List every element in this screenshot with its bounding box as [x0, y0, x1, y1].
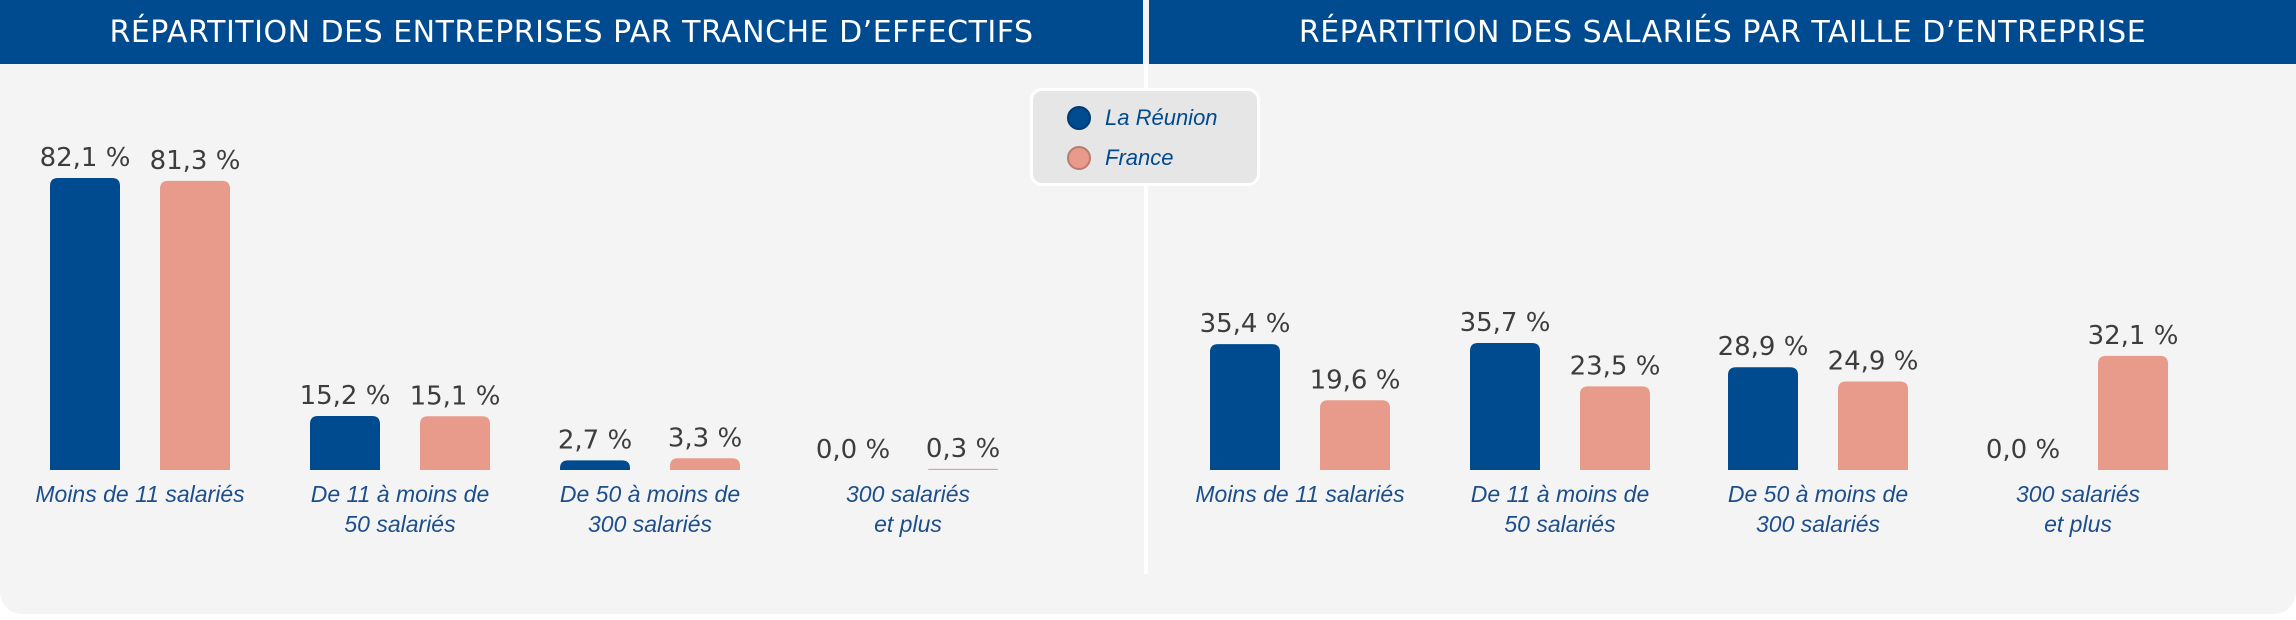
bar-1-1-1 — [1580, 386, 1650, 470]
value-label-0-3-1: 0,3 % — [926, 434, 1000, 464]
bar-1-2-0 — [1728, 367, 1798, 470]
category-label-0-2-1: 300 salariés — [588, 511, 713, 537]
bar-0-2-1 — [670, 458, 740, 470]
bar-1-1-0 — [1470, 343, 1540, 470]
category-label-1-3-1: et plus — [2044, 511, 2112, 537]
value-label-0-2-0: 2,7 % — [558, 425, 632, 455]
category-label-0-1-0: De 11 à moins de — [311, 481, 490, 507]
category-label-1-3-0: 300 salariés — [2016, 481, 2141, 507]
category-label-0-1-1: 50 salariés — [344, 511, 456, 537]
value-label-1-2-0: 28,9 % — [1718, 332, 1809, 362]
bar-1-3-1 — [2098, 355, 2168, 470]
category-label-1-1-0: De 11 à moins de — [1471, 481, 1650, 507]
category-label-1-0-0: Moins de 11 salariés — [1195, 481, 1405, 507]
value-label-0-0-1: 81,3 % — [150, 146, 241, 176]
value-label-0-1-0: 15,2 % — [300, 381, 391, 411]
value-label-0-0-0: 82,1 % — [40, 143, 131, 173]
category-label-1-2-0: De 50 à moins de — [1728, 481, 1908, 507]
value-label-1-3-1: 32,1 % — [2088, 321, 2179, 351]
legend-label-france: France — [1105, 145, 1174, 170]
value-label-0-1-1: 15,1 % — [410, 381, 501, 411]
value-label-1-1-1: 23,5 % — [1570, 351, 1661, 381]
legend: La Réunion France — [1030, 88, 1260, 186]
bar-0-2-0 — [560, 460, 630, 470]
category-label-1-1-1: 50 salariés — [1504, 511, 1616, 537]
bar-1-0-1 — [1320, 400, 1390, 470]
category-label-0-2-0: De 50 à moins de — [560, 481, 740, 507]
panel-divider — [1144, 64, 1148, 574]
right-chart-title: RÉPARTITION DES SALARIÉS PAR TAILLE D’EN… — [1149, 0, 2296, 64]
bar-0-1-0 — [310, 415, 380, 470]
value-label-0-2-1: 3,3 % — [668, 423, 742, 453]
legend-swatch-reunion — [1067, 106, 1091, 130]
bar-0-3-1 — [928, 468, 998, 470]
bar-0-1-1 — [420, 416, 490, 470]
category-label-0-3-1: et plus — [874, 511, 942, 537]
bar-0-0-0 — [50, 178, 120, 470]
category-label-0-0-0: Moins de 11 salariés — [35, 481, 245, 507]
legend-item-reunion: La Réunion — [1067, 105, 1218, 131]
bar-0-0-1 — [160, 180, 230, 470]
legend-label-reunion: La Réunion — [1105, 105, 1218, 130]
category-label-1-2-1: 300 salariés — [1756, 511, 1881, 537]
value-label-1-2-1: 24,9 % — [1828, 346, 1919, 376]
value-label-1-0-0: 35,4 % — [1200, 309, 1291, 339]
category-label-0-3-0: 300 salariés — [846, 481, 971, 507]
legend-swatch-france — [1067, 146, 1091, 170]
legend-item-france: France — [1067, 145, 1173, 171]
left-chart-title: RÉPARTITION DES ENTREPRISES PAR TRANCHE … — [0, 0, 1143, 64]
value-label-1-0-1: 19,6 % — [1310, 365, 1401, 395]
value-label-1-3-0: 0,0 % — [1986, 435, 2060, 465]
bar-1-0-0 — [1210, 344, 1280, 470]
value-label-0-3-0: 0,0 % — [816, 435, 890, 465]
bar-1-2-1 — [1838, 381, 1908, 470]
value-label-1-1-0: 35,7 % — [1460, 308, 1551, 338]
